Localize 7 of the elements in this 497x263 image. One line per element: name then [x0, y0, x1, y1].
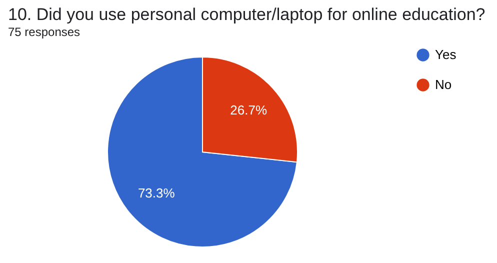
legend-label: Yes [435, 47, 457, 62]
data-label: 26.7% [230, 102, 268, 118]
chart-subtitle: 75 responses [8, 25, 80, 39]
chart-title: 10. Did you use personal computer/laptop for online education? [8, 5, 486, 24]
pie-slice [107, 56, 298, 248]
data-label: 73.3% [138, 185, 176, 200]
legend-label: No [435, 77, 452, 92]
